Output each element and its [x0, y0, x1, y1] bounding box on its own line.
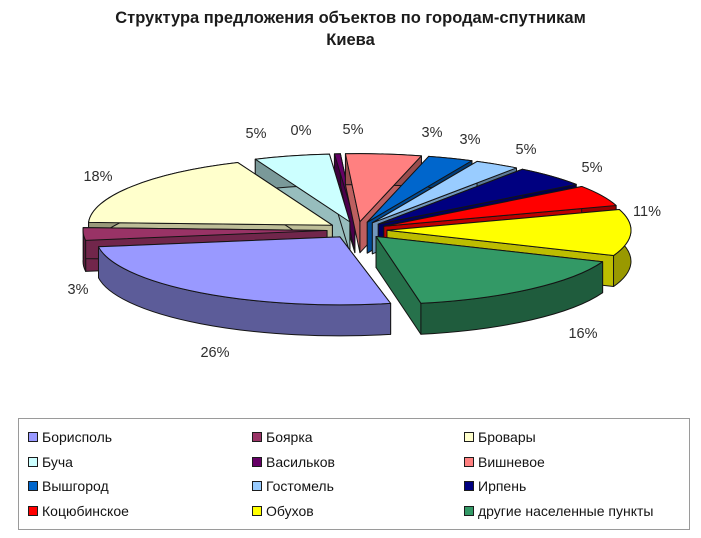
chart-legend: Борисполь Боярка Бровары Буча Васильков Вишне…	[18, 418, 690, 530]
legend-label-7: Гостомель	[266, 478, 334, 495]
data-label-7: 3%	[460, 132, 481, 148]
pie-slice-5-top	[344, 153, 422, 223]
pie-slice-3-top	[254, 153, 351, 223]
legend-item-3: Буча	[28, 452, 252, 472]
data-label-8: 5%	[516, 142, 537, 158]
legend-item-9: Коцюбинское	[28, 501, 252, 521]
data-label-6: 3%	[422, 125, 443, 141]
legend-item-6: Вышгород	[28, 476, 252, 496]
legend-label-10: Обухов	[266, 502, 314, 519]
legend-label-0: Борисполь	[42, 429, 113, 445]
legend-item-5: Вишневое	[464, 452, 685, 472]
data-label-3: 5%	[246, 126, 267, 142]
legend-label-1: Боярка	[266, 429, 313, 445]
legend-label-5: Вишневое	[478, 453, 545, 470]
legend-swatch-0	[28, 432, 38, 442]
pie-slice-2-top	[88, 162, 333, 226]
legend-item-7: Гостомель	[252, 476, 464, 496]
data-label-2: 18%	[83, 169, 112, 185]
legend-item-0: Борисполь	[28, 427, 252, 447]
pie-slice-11-top	[375, 235, 604, 304]
legend-item-2: Бровары	[464, 427, 685, 447]
pie-slice-10-top	[386, 209, 632, 257]
legend-swatch-4	[252, 456, 262, 467]
pie-slice-9-top	[383, 185, 617, 227]
pie-slice-1-top	[82, 227, 328, 241]
legend-item-10: Обухов	[252, 501, 464, 521]
legend-swatch-1	[252, 432, 262, 442]
pie-slice-0-top	[97, 236, 392, 306]
legend-swatch-2	[464, 432, 474, 442]
legend-label-11: другие населенные пункты	[478, 502, 654, 519]
pie-slice-6-top	[366, 155, 473, 223]
data-label-4: 0%	[291, 123, 312, 139]
pie-slice-8-top	[377, 168, 577, 225]
legend-item-1: Боярка	[252, 427, 464, 447]
data-label-10: 11%	[633, 204, 661, 220]
legend-swatch-10	[252, 505, 262, 516]
data-label-11: 16%	[568, 326, 597, 342]
legend-label-4: Васильков	[266, 453, 335, 470]
data-label-0: 26%	[200, 345, 229, 361]
data-label-5: 5%	[343, 122, 364, 138]
legend-label-8: Ирпень	[478, 478, 527, 495]
legend-swatch-11	[464, 505, 474, 516]
data-label-1: 3%	[68, 282, 89, 298]
legend-item-4: Васильков	[252, 452, 464, 472]
legend-swatch-6	[28, 481, 38, 492]
legend-swatch-8	[464, 481, 474, 492]
legend-swatch-7	[252, 481, 262, 492]
legend-swatch-5	[464, 456, 474, 467]
legend-swatch-9	[28, 505, 38, 516]
legend-label-3: Буча	[42, 453, 73, 470]
legend-label-6: Вышгород	[42, 478, 109, 495]
legend-swatch-3	[28, 456, 38, 467]
legend-item-11: другие населенные пункты	[464, 501, 685, 521]
data-label-9: 5%	[582, 160, 603, 176]
pie-slice-7-top	[371, 160, 517, 224]
legend-label-2: Бровары	[478, 429, 536, 445]
chart-title-line1: Структура предложения объектов по города…	[115, 9, 586, 27]
chart-title: Структура предложения объектов по города…	[0, 7, 701, 51]
legend-item-8: Ирпень	[464, 476, 685, 496]
chart-title-line2: Киева	[326, 31, 375, 49]
legend-label-9: Коцюбинское	[42, 502, 129, 519]
